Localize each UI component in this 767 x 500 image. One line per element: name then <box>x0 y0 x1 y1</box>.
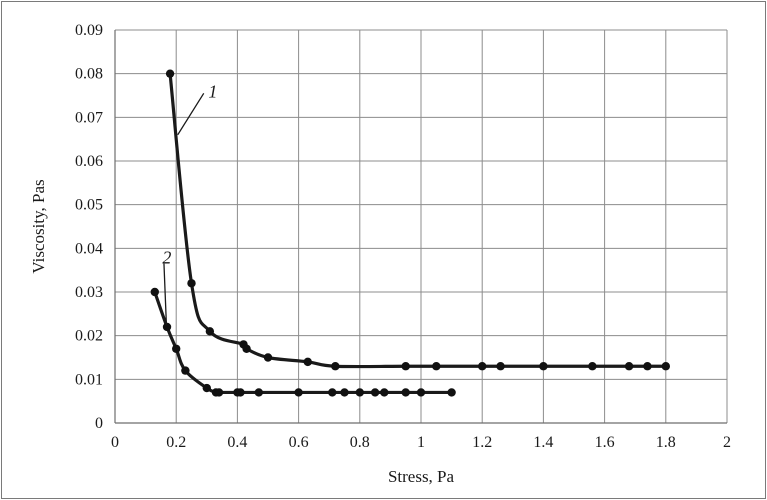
series-1-point <box>496 362 505 371</box>
series-2-point <box>401 388 410 397</box>
series-2-point <box>294 388 303 397</box>
series-2-point <box>150 287 159 297</box>
x-tick-label: 0 <box>111 434 119 451</box>
series-2-point <box>380 388 389 397</box>
series-2-point <box>214 388 224 397</box>
curve-2-label: 2 <box>162 248 171 268</box>
y-tick-label: 0.07 <box>75 109 103 126</box>
x-tick-label: 0.8 <box>350 434 370 451</box>
series-2-point <box>340 388 349 397</box>
x-tick-label: 1.6 <box>595 434 615 451</box>
y-tick-label: 0.05 <box>75 197 103 214</box>
series-1-point <box>242 344 251 353</box>
series-1-point <box>432 362 441 371</box>
y-tick-label: 0.06 <box>75 153 103 170</box>
x-tick-labels: 0 0.2 0.4 0.6 0.8 1 1.2 1.4 1.6 1.8 2 <box>111 434 731 451</box>
x-tick-label: 1.8 <box>656 434 676 451</box>
series-1-point <box>303 357 312 367</box>
curve-labels: 12 <box>162 82 217 325</box>
series-1-point <box>165 69 175 78</box>
series-1-point <box>588 362 597 371</box>
series-2-point <box>416 388 426 397</box>
series-2-point <box>254 388 264 397</box>
series-2-point <box>172 344 181 353</box>
y-axis-title: Viscosity, Pas <box>29 179 48 273</box>
y-tick-label: 0.02 <box>75 328 103 345</box>
curve-2-leader-line <box>163 263 168 325</box>
y-tick-label: 0.09 <box>75 22 103 39</box>
x-tick-label: 2 <box>723 434 731 451</box>
series-1-point <box>263 353 273 362</box>
series-2-point <box>236 388 245 397</box>
series-1-point <box>187 279 196 288</box>
series-2-point <box>202 383 211 393</box>
series-2-point <box>370 388 380 397</box>
x-axis-title: Stress, Pa <box>388 467 455 486</box>
series-1-point <box>331 362 340 371</box>
x-tick-label: 1.2 <box>472 434 492 451</box>
y-tick-label: 0.03 <box>75 284 103 301</box>
x-tick-label: 0.6 <box>289 434 309 451</box>
series-2-point <box>355 388 364 397</box>
x-tick-label: 0.4 <box>227 434 247 451</box>
series-1-point <box>624 362 634 371</box>
y-tick-label: 0 <box>95 415 103 432</box>
series-1-point <box>478 362 487 371</box>
series-1-point <box>661 362 670 371</box>
series-2-point <box>162 322 172 332</box>
series-2-point <box>328 388 337 397</box>
curve-1-label: 1 <box>208 82 217 102</box>
x-tick-label: 1 <box>417 434 425 451</box>
series-1-point <box>401 362 410 371</box>
y-tick-label: 0.01 <box>75 371 103 388</box>
series-line-2 <box>153 290 454 395</box>
grid <box>115 29 728 423</box>
y-tick-labels: 0 0.01 0.02 0.03 0.04 0.05 0.06 0.07 0.08 0.09 <box>75 22 103 432</box>
series-1-point <box>643 362 652 371</box>
axes <box>114 30 727 424</box>
y-tick-label: 0.08 <box>75 66 103 83</box>
x-tick-label: 0.2 <box>166 434 186 451</box>
curve-1-leader-line <box>177 92 205 136</box>
x-tick-label: 1.4 <box>533 434 553 451</box>
series-2-point <box>181 366 190 375</box>
series-layer <box>150 69 670 397</box>
series-2-point <box>447 388 456 397</box>
series-1-point <box>539 362 548 371</box>
y-tick-label: 0.04 <box>75 240 103 257</box>
series-1-point <box>205 327 215 336</box>
